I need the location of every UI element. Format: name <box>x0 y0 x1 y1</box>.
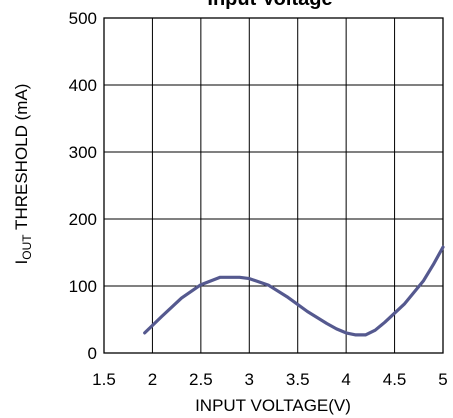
x-axis-ticks: 1.5 2 2.5 3 3.5 4 4.5 5 <box>92 370 448 389</box>
x-tick-label: 4 <box>341 370 350 389</box>
x-tick-label: 3.5 <box>286 370 310 389</box>
x-tick-label: 1.5 <box>92 370 116 389</box>
x-axis-title: INPUT VOLTAGE(V) <box>195 396 351 415</box>
y-axis-ticks: 0 100 200 300 400 500 <box>69 9 97 363</box>
gridlines <box>104 18 443 353</box>
plot-frame <box>103 17 444 354</box>
y-tick-label: 200 <box>69 210 97 229</box>
y-axis-title-prefix: I <box>12 260 31 265</box>
x-tick-label: 3 <box>245 370 254 389</box>
x-tick-label: 5 <box>438 370 447 389</box>
y-tick-label: 0 <box>88 344 97 363</box>
y-axis-title-suffix: THRESHOLD (mA) <box>12 84 31 235</box>
x-tick-label: 4.5 <box>383 370 407 389</box>
y-tick-label: 300 <box>69 143 97 162</box>
x-tick-label: 2 <box>148 370 157 389</box>
y-axis-title-subscript: OUT <box>20 234 34 260</box>
y-tick-label: 100 <box>69 277 97 296</box>
y-tick-label: 400 <box>69 76 97 95</box>
series-line <box>143 245 445 337</box>
y-axis-title: IOUT THRESHOLD (mA) <box>12 84 34 265</box>
x-tick-label: 2.5 <box>189 370 213 389</box>
y-tick-label: 500 <box>69 9 97 28</box>
chart-title: Input Voltage <box>207 0 332 10</box>
